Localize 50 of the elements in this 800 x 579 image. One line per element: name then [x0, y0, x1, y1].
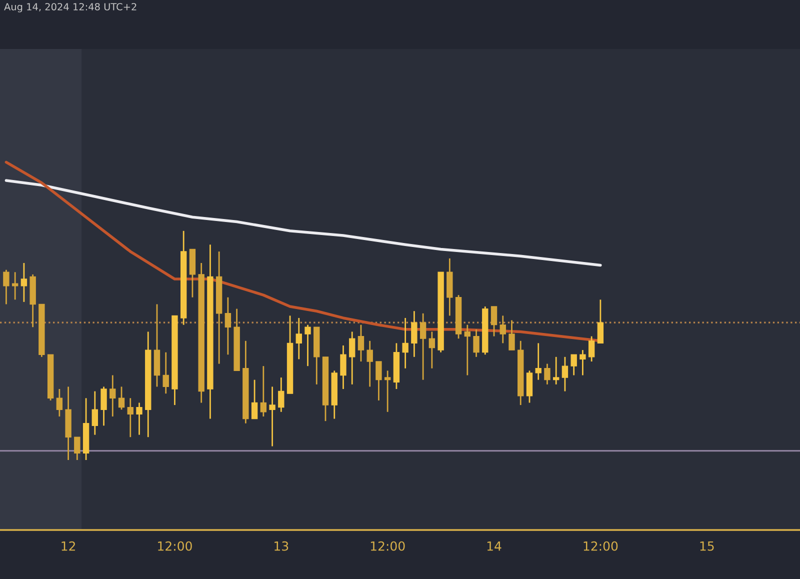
candlestick [570, 354, 577, 376]
candlestick [224, 296, 232, 356]
candlestick [411, 310, 418, 358]
x-tick-label: 14 [487, 541, 502, 551]
candlestick [92, 390, 98, 436]
x-tick-label: 15 [700, 541, 714, 551]
candlestick [162, 352, 169, 394]
candlestick [597, 298, 604, 344]
x-tick-label: 12:00 [584, 541, 618, 551]
candlestick [3, 269, 10, 305]
candlestick [428, 331, 436, 370]
candlestick [588, 336, 595, 362]
candlestick [553, 356, 560, 386]
candlestick [366, 340, 373, 388]
candlestick [260, 365, 267, 418]
text: Aug 14, 2024 12:48 UTC+2 [4, 3, 136, 12]
candlestick [340, 344, 346, 390]
candlestick [544, 363, 550, 386]
candlestick [296, 317, 302, 360]
candlestick [500, 314, 506, 344]
candlestick [562, 356, 568, 392]
candlestick [420, 312, 426, 381]
candlestick [278, 376, 284, 413]
candlestick [473, 328, 480, 358]
candlestick [349, 331, 356, 386]
candlestick [384, 370, 391, 413]
x-tick-label: 12:00 [370, 541, 405, 551]
candlestick [508, 320, 515, 351]
x-tick-label: 13 [274, 541, 288, 551]
candlestick [20, 262, 28, 303]
candlestick [56, 388, 63, 418]
candlestick [490, 306, 498, 337]
candlestick [110, 374, 116, 418]
candlestick [526, 370, 533, 404]
candlestick [358, 324, 364, 362]
candlestick [304, 324, 311, 367]
candlestick [535, 342, 542, 381]
candlestick [402, 317, 408, 370]
x-tick-label: 12:00 [158, 541, 192, 551]
candlestick [376, 360, 382, 402]
candlestick [251, 379, 258, 420]
candlestick [464, 324, 471, 376]
candlestick [136, 402, 142, 436]
candlestick [269, 386, 276, 447]
candlestick [118, 386, 125, 410]
candlestick [127, 397, 134, 438]
x-tick-label: 12 [62, 541, 75, 551]
candlestick [580, 349, 586, 376]
candlestick [74, 436, 80, 461]
candlestick [100, 386, 107, 426]
